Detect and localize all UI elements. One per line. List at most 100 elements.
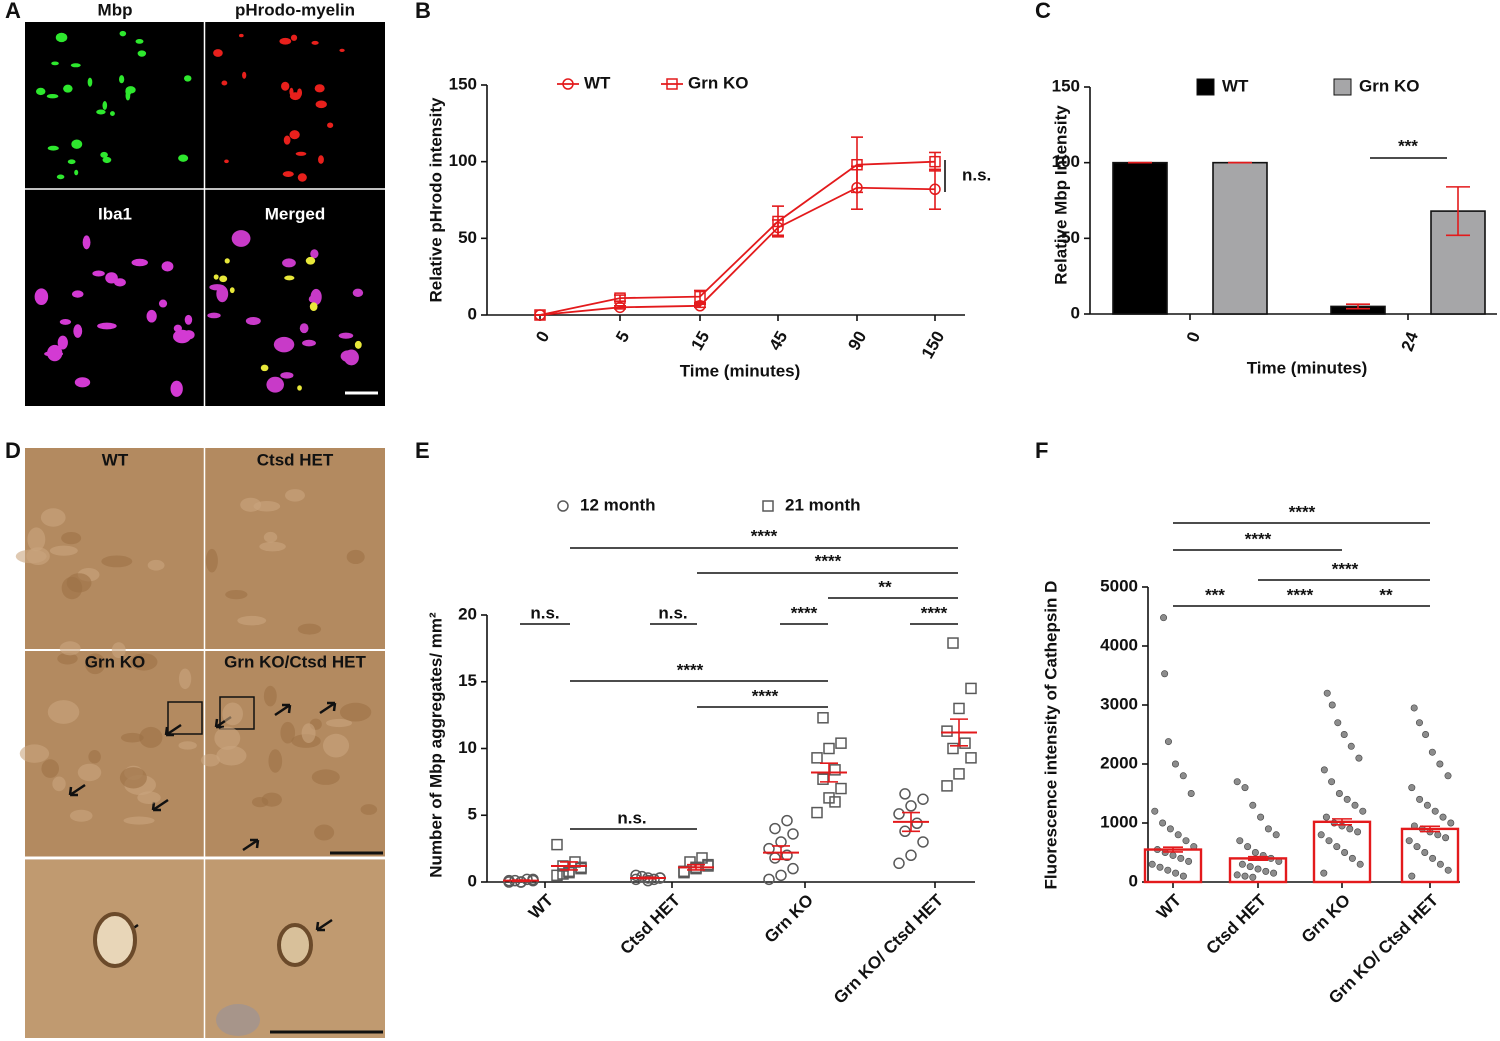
tissue-texture (346, 549, 365, 565)
cell-signal (209, 284, 225, 291)
marker (696, 852, 708, 864)
legend-label: WT (584, 73, 611, 92)
inset-box (167, 701, 203, 735)
tissue-texture (27, 527, 46, 552)
data-point (1270, 869, 1278, 877)
data-point (1340, 730, 1348, 738)
data-point (1322, 813, 1330, 821)
significance-label: *** (1205, 585, 1225, 604)
data-point (1254, 865, 1262, 873)
marker (551, 869, 563, 882)
data-point (1251, 848, 1259, 856)
y-tick-label: 150 (1052, 76, 1080, 95)
data-point (1442, 834, 1450, 842)
marker (614, 292, 626, 304)
data-point (1241, 784, 1249, 792)
image-label: pHrodo-myelin (235, 0, 355, 19)
data-point (1416, 795, 1424, 803)
significance-label: **** (1245, 529, 1272, 548)
cell-signal (55, 32, 68, 43)
x-tick-label: Grn KO/ Ctsd HET (830, 890, 947, 1007)
data-point (1182, 837, 1190, 845)
tissue-texture (214, 726, 241, 750)
cell-signal (305, 256, 316, 265)
marker (811, 752, 823, 764)
x-tick-label: 24 (1398, 329, 1423, 354)
cell-signal (87, 77, 93, 87)
data-point (1436, 760, 1444, 768)
marker (817, 712, 829, 724)
data-point (1343, 795, 1351, 803)
marker (953, 702, 965, 715)
marker (899, 788, 911, 800)
cell-signal (96, 109, 106, 115)
x-axis-label: Time (minutes) (1247, 358, 1368, 377)
series-line (539, 160, 936, 316)
significance-label: **** (751, 526, 778, 545)
data-point (1320, 869, 1328, 877)
cell-signal (70, 63, 81, 68)
marker (772, 215, 784, 228)
cell-signal (302, 339, 316, 347)
cell (93, 912, 137, 968)
image-label: Merged (265, 204, 325, 223)
significance-label: n.s. (962, 165, 991, 184)
data-point (1355, 754, 1363, 762)
tissue-texture (52, 776, 66, 792)
marker (557, 500, 569, 512)
legend-label: 12 month (580, 495, 656, 514)
cell-signal (183, 75, 192, 82)
data-point (1410, 704, 1418, 712)
data-point (1172, 869, 1180, 877)
marker (851, 158, 863, 171)
cell-signal (327, 122, 334, 128)
y-tick-label: 5000 (1100, 576, 1138, 595)
cell-signal (92, 270, 105, 277)
data-point (1272, 831, 1280, 839)
tissue-texture (111, 642, 126, 659)
data-point (1356, 860, 1364, 868)
cell-signal (47, 145, 59, 151)
cell-signal (315, 100, 327, 109)
tissue-texture (268, 749, 283, 773)
data-point (1174, 831, 1182, 839)
panel-letter: A (5, 0, 21, 23)
y-tick-label: 20 (458, 604, 477, 623)
y-tick-label: 50 (458, 228, 477, 247)
data-point (1348, 854, 1356, 862)
tissue-texture (178, 668, 192, 690)
data-point (1351, 801, 1359, 809)
image-label: WT (102, 450, 129, 469)
significance-label: *** (1398, 136, 1418, 155)
tissue-texture (59, 641, 81, 656)
marker (614, 301, 626, 314)
panel-letter: F (1035, 438, 1048, 463)
data-point (1444, 772, 1452, 780)
data-point (1164, 738, 1172, 746)
cell-signal (310, 249, 319, 259)
marker (835, 737, 847, 749)
x-tick-label: 0 (532, 328, 553, 346)
cell-signal (242, 71, 247, 79)
data-point (1238, 860, 1246, 868)
panel-letter: B (415, 0, 431, 23)
significance-label: **** (791, 603, 818, 622)
data-point (1246, 863, 1254, 871)
marker (965, 752, 977, 764)
x-tick-label: WT (525, 890, 558, 923)
data-point (1354, 828, 1362, 836)
cell-signal (161, 261, 174, 272)
y-tick-label: 50 (1061, 228, 1080, 247)
cell-signal (57, 335, 68, 350)
marker (775, 869, 787, 882)
x-tick-label: Grn KO (761, 891, 817, 947)
cell-signal (224, 258, 230, 264)
cell-signal (273, 336, 295, 353)
y-axis-label: Number of Mbp aggregates/ mm² (426, 612, 445, 878)
data-point (1320, 766, 1328, 774)
cell-signal (35, 87, 46, 96)
x-tick-label: 90 (844, 328, 870, 354)
cell-signal (213, 274, 219, 280)
cell-signal (213, 49, 223, 57)
y-tick-label: 4000 (1100, 635, 1138, 654)
